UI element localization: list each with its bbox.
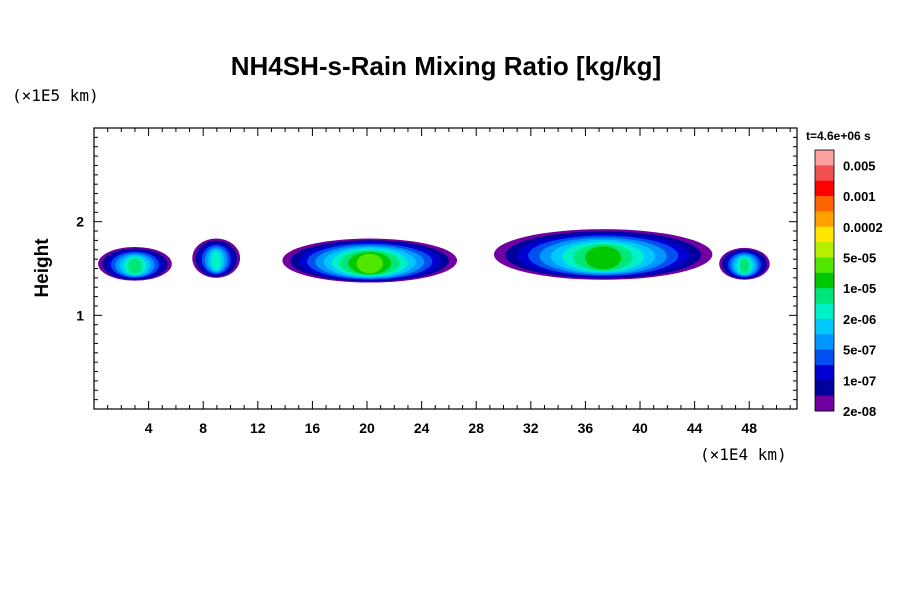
- contour-band: [739, 258, 750, 274]
- colorbar-frame: [814, 149, 835, 412]
- x-tick-label: 28: [468, 420, 484, 436]
- chart-title: NH4SH-s-Rain Mixing Ratio [kg/kg]: [231, 51, 661, 81]
- rain-region: [719, 247, 770, 280]
- colorbar-segment: [815, 196, 834, 212]
- x-tick-label: 12: [250, 420, 266, 436]
- x-tick-label: 44: [687, 420, 703, 436]
- contour-band: [584, 246, 622, 270]
- colorbar-label: 0.005: [843, 158, 876, 173]
- colorbar-segment: [815, 303, 834, 320]
- colorbar-segment: [815, 150, 834, 166]
- colorbar-label: 0.001: [843, 189, 876, 204]
- x-tick-label: 32: [523, 420, 539, 436]
- plot-area: [98, 229, 770, 283]
- rain-region: [192, 238, 241, 278]
- rain-region: [493, 229, 713, 280]
- x-tick-label: 4: [145, 420, 153, 436]
- colorbar-segment: [815, 211, 834, 228]
- colorbar-label: 2e-08: [843, 404, 876, 419]
- y-axis-label: Height: [32, 238, 53, 298]
- x-tick-label: 16: [305, 420, 321, 436]
- colorbar-label: 1e-07: [843, 373, 876, 388]
- colorbar-label: 2e-06: [843, 312, 876, 327]
- colorbar-segment: [815, 288, 834, 304]
- contour-band: [128, 258, 142, 274]
- x-unit-label: (×1E4 km): [700, 445, 787, 464]
- colorbar-segment: [815, 242, 834, 258]
- colorbar-segment: [815, 165, 834, 182]
- y-tick-labels: 12: [76, 214, 84, 324]
- colorbar-label: 1e-05: [843, 281, 876, 296]
- colorbar-segment: [815, 364, 834, 381]
- colorbar-segment: [815, 395, 834, 412]
- y-unit-label: (×1E5 km): [12, 86, 99, 105]
- colorbar-segment: [815, 272, 834, 289]
- colorbar-labels: 0.005 0.001 0.0002 5e-05 1e-05 2e-06 5e-07 1e-0…: [843, 158, 883, 419]
- x-tick-label: 24: [414, 420, 430, 436]
- x-tick-label: 36: [578, 420, 594, 436]
- colorbar-segment: [815, 180, 834, 197]
- y-tick-label: 2: [76, 214, 84, 230]
- colorbar-label: 5e-07: [843, 343, 876, 358]
- x-tick-label: 20: [359, 420, 375, 436]
- colorbar-segment: [815, 334, 834, 350]
- x-tick-label: 48: [741, 420, 757, 436]
- colorbar-segment: [815, 349, 834, 366]
- contour-band: [356, 253, 383, 274]
- contour-band: [211, 251, 222, 271]
- x-tick-labels: 4 8 12 16 20 24 28 32 36 40 44 48: [145, 420, 758, 436]
- colorbar-label: 0.0002: [843, 220, 883, 235]
- rain-region: [98, 246, 172, 281]
- y-tick-label: 1: [76, 307, 84, 323]
- x-tick-label: 8: [199, 420, 207, 436]
- rain-region: [282, 238, 458, 283]
- time-label: t=4.6e+06 s: [806, 129, 871, 143]
- colorbar-label: 5e-05: [843, 250, 876, 265]
- colorbar-segment: [815, 380, 834, 397]
- colorbar: [814, 149, 835, 412]
- axis-ticks: [94, 128, 797, 409]
- x-tick-label: 40: [632, 420, 648, 436]
- colorbar-segment: [815, 318, 834, 335]
- colorbar-segment: [815, 257, 834, 274]
- colorbar-segment: [815, 226, 834, 243]
